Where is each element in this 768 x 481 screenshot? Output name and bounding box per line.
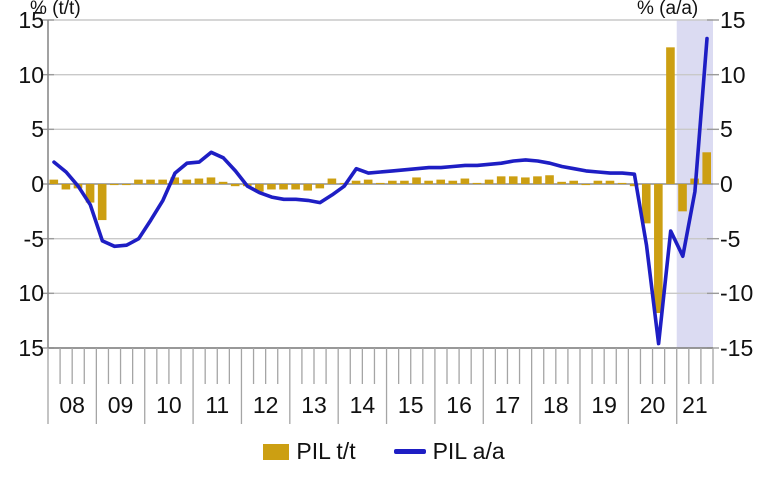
bar-pil-tt <box>617 182 627 184</box>
bar-pil-tt <box>424 180 433 184</box>
bar-pil-tt <box>460 178 470 184</box>
bar-pil-tt <box>508 176 518 184</box>
bar-pil-tt <box>654 184 663 314</box>
legend-item-pil-tt: PIL t/t <box>263 438 356 465</box>
x-axis-year-label: 12 <box>252 392 279 418</box>
bar-pil-tt <box>97 184 107 221</box>
bar-pil-tt <box>557 181 566 184</box>
left-axis-tick-label: 15 <box>18 7 44 33</box>
bar-pil-tt <box>134 179 143 184</box>
bar-pil-tt <box>351 180 361 184</box>
bar-pil-tt <box>182 179 192 184</box>
right-axis-tick-label: -10 <box>720 280 754 307</box>
chart-legend: PIL t/t PIL a/a <box>0 438 768 465</box>
bar-pil-tt <box>593 180 603 184</box>
bar-pil-tt <box>521 177 530 184</box>
right-axis-tick-label: -5 <box>720 225 741 252</box>
bar-pil-tt <box>109 184 119 186</box>
bar-pil-tt <box>484 179 494 184</box>
left-axis-tick-label: 15 <box>18 335 44 361</box>
bar-pil-tt <box>641 184 651 224</box>
bar-pil-tt <box>629 184 639 187</box>
x-axis-year-label: 19 <box>591 392 617 418</box>
bar-series-swatch-icon <box>263 443 290 460</box>
bar-pil-tt <box>267 184 276 190</box>
x-axis-year-label: 15 <box>397 392 424 418</box>
x-axis-year-label: 08 <box>59 392 85 418</box>
line-series-swatch-icon <box>393 449 426 454</box>
bar-pil-tt <box>49 179 59 184</box>
x-axis-year-label: 20 <box>639 392 666 418</box>
bar-pil-tt <box>472 182 482 184</box>
bar-pil-tt <box>255 184 264 192</box>
bar-pil-tt <box>315 184 325 189</box>
left-axis-tick-label: 10 <box>18 280 44 307</box>
bar-pil-tt <box>363 179 373 184</box>
x-axis-year-label: 09 <box>107 392 134 418</box>
x-axis-year-label: 21 <box>682 392 708 418</box>
bar-pil-tt <box>291 184 300 190</box>
x-axis-year-label: 11 <box>205 392 230 418</box>
left-axis-tick-label: -5 <box>23 225 44 252</box>
bar-pil-tt <box>218 181 228 184</box>
right-axis-tick-label: 5 <box>720 116 733 143</box>
x-axis-year-label: 16 <box>446 392 472 418</box>
bar-pil-tt <box>605 180 615 184</box>
x-axis-year-label: 10 <box>156 392 182 418</box>
bar-pil-tt <box>678 184 687 212</box>
left-axis-tick-label: 5 <box>31 116 44 143</box>
bar-pil-tt <box>85 184 95 203</box>
bar-pil-tt <box>327 178 337 184</box>
legend-item-pil-aa: PIL a/a <box>393 438 505 465</box>
x-axis-year-label: 18 <box>543 392 569 418</box>
bar-pil-tt <box>303 184 313 191</box>
bar-pil-tt <box>436 179 446 184</box>
bar-pil-tt <box>400 180 409 184</box>
bar-pil-tt <box>158 179 167 184</box>
bar-pil-tt <box>122 184 131 186</box>
x-axis-year-label: 14 <box>349 392 376 418</box>
bar-pil-tt <box>61 184 71 190</box>
legend-label-pil-aa: PIL a/a <box>432 438 505 464</box>
bar-pil-tt <box>146 179 155 184</box>
bar-pil-tt <box>194 178 204 184</box>
right-axis-tick-label: 10 <box>720 61 746 88</box>
bar-pil-tt <box>545 175 554 184</box>
bar-pil-tt <box>412 177 421 184</box>
bar-pil-tt <box>533 176 542 184</box>
bar-pil-tt <box>375 182 385 184</box>
bar-pil-tt <box>702 152 712 184</box>
right-axis-tick-label: 15 <box>720 7 746 33</box>
bar-pil-tt <box>170 177 180 184</box>
bar-pil-tt <box>666 47 675 185</box>
left-axis-tick-label: 10 <box>18 61 44 88</box>
left-axis-tick-label: 0 <box>31 171 44 197</box>
bar-pil-tt <box>388 180 397 184</box>
bar-pil-tt <box>581 184 591 186</box>
bar-pil-tt <box>569 180 579 184</box>
bar-pil-tt <box>206 177 216 184</box>
line-pil-aa <box>52 36 709 346</box>
x-axis-year-label: 13 <box>301 392 327 418</box>
right-axis-tick-label: 0 <box>720 171 733 197</box>
left-axis-title: % (t/t) <box>30 0 81 19</box>
legend-label-pil-tt: PIL t/t <box>296 438 356 464</box>
bar-pil-tt <box>496 176 506 184</box>
bar-pil-tt <box>448 180 458 184</box>
bar-pil-tt <box>279 184 288 190</box>
right-axis-title: % (a/a) <box>637 0 699 19</box>
right-axis-tick-label: -15 <box>720 335 754 361</box>
x-axis-year-label: 17 <box>494 392 521 418</box>
bar-pil-tt <box>230 184 240 187</box>
